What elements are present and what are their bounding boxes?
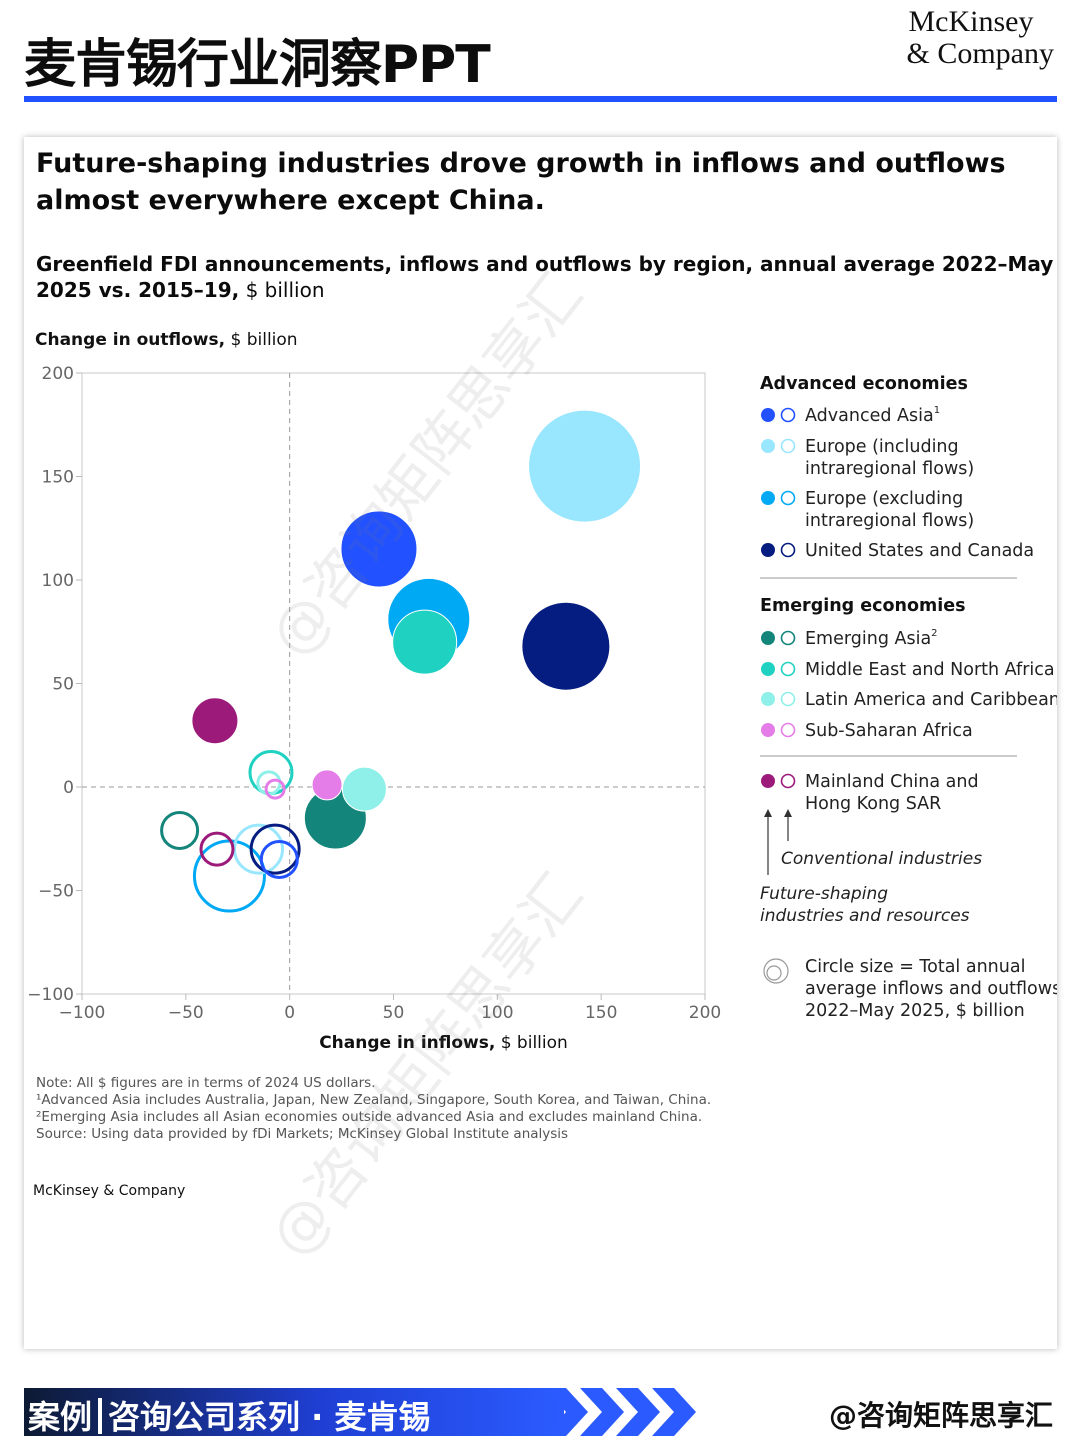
brand-logo: McKinsey & Company [907, 6, 1055, 70]
chart-subtitle-unit: $ billion [239, 278, 325, 302]
legend-group-emerging: Emerging economies [760, 596, 966, 616]
arrow-conventional-head [784, 809, 792, 817]
chart-subtitle: Greenfield FDI announcements, inflows an… [36, 251, 1056, 303]
bubble-future [191, 697, 239, 745]
footer-handle: @咨询矩阵思享汇 [828, 1399, 1053, 1432]
legend-dot-outline [780, 407, 796, 423]
size-note: average inflows and outflows, [805, 979, 1057, 999]
x-axis-label: Change in inflows, $ billion [319, 1033, 568, 1053]
legend-dot-outline [780, 630, 796, 646]
legend-dot-filled [761, 774, 775, 788]
legend-dot-filled [761, 631, 775, 645]
footer-tag-series: 咨询公司系列 · 麦肯锡 [108, 1398, 431, 1436]
legend-dot-filled [761, 543, 775, 557]
header-rule [24, 96, 1057, 102]
legend-label: Europe (excluding intraregional flows) [805, 489, 974, 531]
size-legend-inner-icon [766, 965, 782, 981]
y-tick-label: 100 [42, 571, 74, 591]
footer: 案例 咨询公司系列 · 麦肯锡 @咨询矩阵思享汇 [24, 1388, 1057, 1436]
bubble-future [392, 609, 458, 675]
legend-dot-filled [761, 408, 775, 422]
size-note: 2022–May 2025, $ billion [805, 1001, 1025, 1021]
legend-label: Middle East and North Africa [805, 660, 1055, 680]
x-tick-label: 100 [481, 1003, 513, 1023]
legend-label: Mainland China and Hong Kong SAR [805, 772, 979, 814]
legend-label: Europe (including intraregional flows) [805, 437, 974, 479]
legend-dot-outline [780, 773, 796, 789]
x-tick-label: −50 [168, 1003, 204, 1023]
x-tick-label: 200 [689, 1003, 721, 1023]
brand-line-1: McKinsey [908, 5, 1034, 38]
note-line: ¹Advanced Asia includes Australia, Japan… [36, 1092, 712, 1108]
x-tick-label: 50 [383, 1003, 405, 1023]
legend-conventional-label: Conventional industries [781, 849, 982, 869]
legend-dot-filled [761, 491, 775, 505]
bubble-future [341, 766, 387, 812]
legend-future-label: Future-shaping [760, 884, 888, 904]
card-brand: McKinsey & Company [33, 1183, 186, 1199]
legend-label: Emerging Asia2 [805, 628, 938, 649]
y-tick-label: −100 [27, 985, 74, 1005]
bubble-conventional [259, 839, 299, 879]
bubble-future [521, 601, 611, 691]
brand-line-2: & Company [906, 37, 1055, 70]
legend-label: Latin America and Caribbean [805, 690, 1057, 710]
bubble-conventional [249, 823, 301, 875]
footer-bar [24, 1388, 564, 1436]
bubble-conventional [233, 823, 285, 875]
y-axis-label: Change in outflows, $ billion [35, 330, 298, 350]
x-tick-label: −100 [59, 1003, 106, 1023]
legend-group-advanced: Advanced economies [760, 374, 968, 394]
legend-dot-filled [761, 723, 775, 737]
legend-future-label: industries and resources [760, 906, 970, 926]
bubble-conventional [264, 778, 286, 800]
legend-dot-outline [780, 542, 796, 558]
y-tick-label: 0 [63, 778, 74, 798]
legend-dot-outline [780, 490, 796, 506]
legend-label: United States and Canada [805, 541, 1034, 561]
footer-tags: 案例 咨询公司系列 · 麦肯锡 [28, 1392, 430, 1437]
legend-label: Advanced Asia1 [805, 405, 940, 426]
x-tick-label: 0 [284, 1003, 295, 1023]
chart-subtitle-bold: Greenfield FDI announcements, inflows an… [36, 252, 1054, 302]
chart-title: Future-shaping industries drove growth i… [36, 148, 1006, 216]
y-tick-label: 150 [42, 468, 74, 488]
legend-dot-outline [780, 691, 796, 707]
size-note: Circle size = Total annual [805, 957, 1025, 977]
arrow-future-head [764, 809, 772, 817]
y-tick-label: 50 [52, 675, 74, 695]
note-line: Note: All $ figures are in terms of 2024… [36, 1075, 376, 1091]
bubble-conventional [192, 839, 266, 913]
footer-tag-case: 案例 [28, 1398, 93, 1436]
legend-dot-filled [761, 692, 775, 706]
chevrons-icon [544, 1388, 696, 1436]
bubble-future [528, 409, 642, 523]
y-tick-label: −50 [38, 882, 74, 902]
note-line: Source: Using data provided by fDi Marke… [36, 1126, 569, 1142]
bubble-future [340, 510, 418, 588]
chart-card: Future-shaping industries drove growth i… [24, 137, 1057, 1349]
page-title: 麦肯锡行业洞察PPT [24, 35, 491, 95]
size-legend-outer-icon [763, 958, 789, 984]
legend-dot-outline [780, 661, 796, 677]
footer-separator [98, 1398, 103, 1434]
bubble-conventional [199, 831, 235, 867]
legend-dot-filled [761, 662, 775, 676]
legend-dot-filled [761, 439, 775, 453]
legend-dot-outline [780, 722, 796, 738]
legend-label: Sub-Saharan Africa [805, 721, 973, 741]
y-tick-label: 200 [42, 364, 74, 384]
bubble-chart: Change in outflows, $ billion −100 −50 0 50 1… [27, 330, 1057, 1053]
chart-notes: Note: All $ figures are in terms of 2024… [36, 1075, 711, 1143]
bubble-future [311, 769, 343, 801]
note-line: ²Emerging Asia includes all Asian econom… [36, 1109, 703, 1125]
x-tick-label: 150 [585, 1003, 617, 1023]
legend-dot-outline [780, 438, 796, 454]
bubble-conventional [160, 810, 200, 850]
